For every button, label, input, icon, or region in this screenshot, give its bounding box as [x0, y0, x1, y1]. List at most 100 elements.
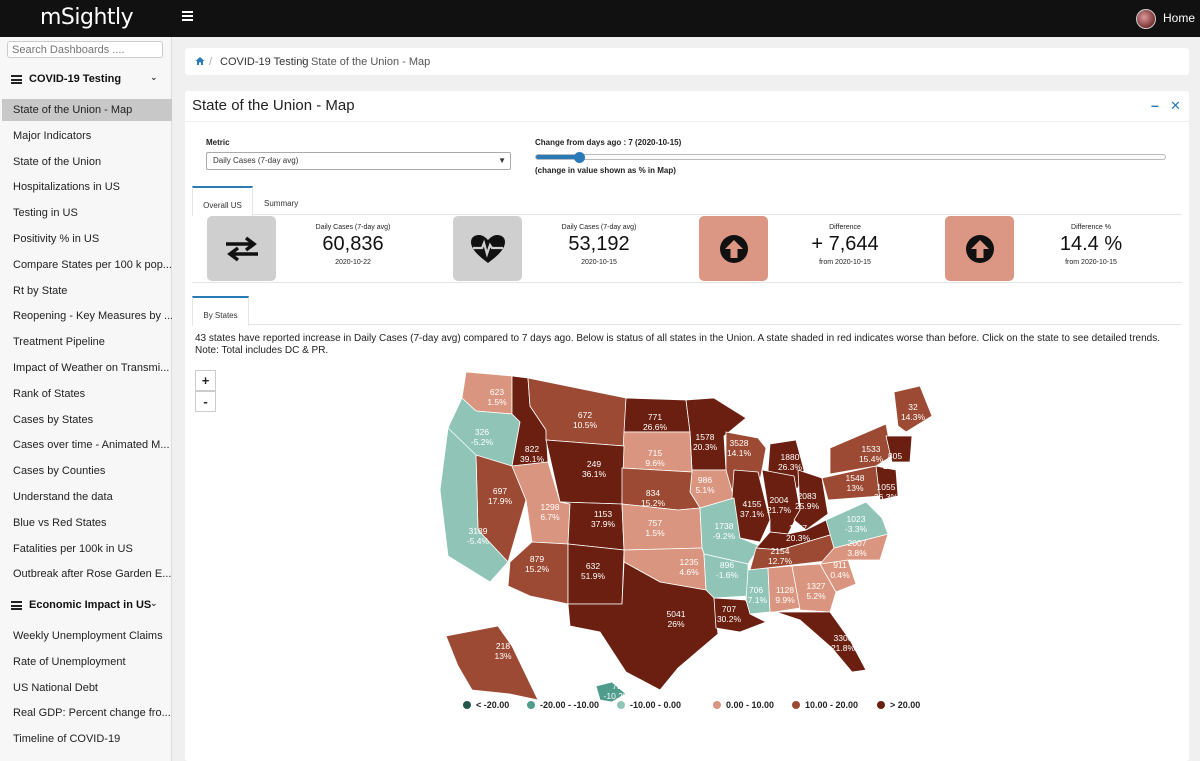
state-label-pa: 1548 13%	[846, 473, 865, 493]
legend-label: -10.00 - 0.00	[630, 700, 682, 710]
state-shape-al[interactable]	[767, 565, 801, 613]
sidebar-nav-item[interactable]: Timeline of COVID-19	[13, 733, 121, 746]
sidebar-section-covid-testing[interactable]: COVID-19 Testing ⌄	[0, 66, 172, 92]
sidebar-nav-item[interactable]: Outbreak after Rose Garden E...	[13, 568, 172, 581]
state-label-nv: 697 17.9%	[488, 486, 513, 506]
state-shape-ma[interactable]	[885, 435, 913, 463]
sidebar-nav-item[interactable]: Treatment Pipeline	[13, 336, 105, 349]
legend-item[interactable]: -20.00 - -10.00	[527, 700, 599, 710]
state-label-nm: 632 51.9%	[581, 561, 606, 581]
map-description: 43 states have reported increase in Dail…	[195, 333, 1175, 357]
sidebar-nav-item[interactable]: Cases by States	[13, 413, 94, 426]
sidebar-nav-item[interactable]: Reopening - Key Measures by ...	[13, 310, 172, 323]
state-shape-me[interactable]	[893, 385, 933, 433]
state-shape-ca[interactable]	[439, 427, 509, 583]
legend-item[interactable]: 0.00 - 10.00	[713, 700, 774, 710]
sidebar-nav-item[interactable]: Understand the data	[13, 491, 113, 503]
sidebar-nav-item[interactable]: State of the Union - Map	[2, 99, 172, 121]
close-icon[interactable]: ✕	[1170, 98, 1181, 113]
state-label-ks: 757 1.5%	[645, 518, 665, 538]
sidebar-nav-item[interactable]: Major Indicators	[13, 129, 92, 142]
sidebar-nav-item[interactable]: Rank of States	[13, 387, 86, 400]
minimize-icon[interactable]: –	[1151, 97, 1159, 113]
legend-swatch	[463, 701, 471, 709]
state-shape-fl[interactable]	[775, 611, 867, 673]
home-link[interactable]: Home	[1163, 11, 1196, 25]
tab-overall-us[interactable]: Overall US	[192, 186, 253, 216]
state-shape-hi[interactable]	[595, 681, 627, 703]
legend-item[interactable]: -10.00 - 0.00	[617, 700, 681, 710]
state-label-hi: 73 -10.2%	[604, 681, 631, 701]
state-shape-ar[interactable]	[703, 553, 749, 599]
state-label-ga: 1327 5.2%	[806, 581, 826, 601]
kpi-label: Daily Cases (7-day avg)	[315, 224, 391, 231]
legend-item[interactable]: < -20.00	[463, 700, 509, 710]
state-shape-ak[interactable]	[445, 625, 539, 701]
state-label-or: 326 -5.2%	[471, 427, 494, 447]
breadcrumb-section[interactable]: COVID-19 Testing	[220, 56, 309, 68]
metric-select[interactable]: Daily Cases (7-day avg) ▼	[206, 152, 511, 170]
state-label-co: 1153 37.9%	[591, 509, 616, 529]
sidebar-section-economic-impact[interactable]: Economic Impact in US ⌄	[0, 592, 172, 618]
state-label-az: 879 15.2%	[525, 554, 550, 574]
sidebar-nav-item[interactable]: Positivity % in US	[13, 233, 100, 245]
state-label-nc: 2007 3.8%	[847, 538, 867, 558]
kpi-value: 53,192	[568, 233, 630, 255]
chevron-down-icon: ▼	[498, 156, 506, 165]
panel-title: State of the Union - Map	[192, 97, 355, 114]
tab-summary[interactable]: Summary	[264, 199, 299, 208]
sidebar-nav-item[interactable]: Impact of Weather on Transmi...	[13, 362, 170, 374]
home-icon[interactable]	[195, 56, 205, 66]
sidebar-nav-item[interactable]: Rate of Unemployment	[13, 655, 126, 668]
sidebar-nav-item[interactable]: US National Debt	[13, 681, 98, 694]
state-label-ak: 218 13%	[494, 641, 511, 661]
menu-toggle-icon[interactable]	[182, 11, 193, 21]
state-label-va: 1023 -3.3%	[845, 514, 868, 534]
sidebar-nav-item[interactable]: Rt by State	[13, 284, 68, 297]
state-shape-tx[interactable]	[567, 561, 719, 691]
state-shape-va[interactable]	[825, 501, 889, 549]
tab-by-states[interactable]: By States	[192, 296, 249, 326]
sidebar-nav-item[interactable]: Fatalities per 100k in US	[13, 542, 133, 555]
map-tabs: By States	[192, 296, 1182, 326]
search-dashboards-input[interactable]	[7, 41, 163, 58]
legend-item[interactable]: 10.00 - 20.00	[792, 700, 858, 710]
sidebar-nav-item[interactable]: Real GDP: Percent change fro...	[13, 707, 171, 720]
legend-label: -20.00 - -10.00	[540, 700, 600, 710]
user-avatar[interactable]	[1136, 9, 1156, 29]
zoom-out-button[interactable]: -	[195, 391, 216, 412]
breadcrumb: / COVID-19 Testing / State of the Union …	[185, 48, 1189, 75]
zoom-in-button[interactable]: +	[195, 370, 216, 391]
sidebar-nav-item[interactable]: Testing in US	[13, 207, 78, 220]
days-ago-slider[interactable]	[535, 154, 1166, 160]
legend-swatch	[527, 701, 535, 709]
kpi-label: Daily Cases (7-day avg)	[561, 224, 637, 231]
brand-logo[interactable]: mSightly	[40, 5, 134, 30]
sidebar-nav-item[interactable]: Compare States per 100 k pop...	[13, 258, 172, 271]
sidebar-nav-item[interactable]: Cases over time - Animated M...	[13, 439, 170, 452]
chevron-down-icon: ⌄	[150, 72, 158, 82]
state-shape-ga[interactable]	[791, 563, 837, 613]
legend-label: 0.00 - 10.00	[726, 700, 775, 710]
us-state-map[interactable]: 623 1.5% 326 -5.2% 822 39.1% 672 10.5% 771 26.6% 1…	[185, 361, 1189, 706]
description-text: 43 states have reported increase in Dail…	[195, 333, 1160, 344]
section-label: COVID-19 Testing	[29, 73, 122, 85]
legend-item[interactable]: > 20.00	[877, 700, 920, 710]
state-shape-ny[interactable]	[829, 423, 893, 475]
change-note: (change in value shown as % in Map)	[535, 166, 676, 175]
sidebar-nav-item[interactable]: State of the Union	[13, 155, 102, 168]
state-shape-la[interactable]	[713, 597, 767, 633]
kpi-tile	[453, 216, 522, 281]
sidebar-nav-item[interactable]: Cases by Counties	[13, 465, 106, 478]
sidebar-nav-item[interactable]: Hospitalizations in US	[13, 181, 120, 194]
list-icon	[11, 75, 22, 84]
legend-label: < -20.00	[476, 700, 510, 710]
legend-label: 10.00 - 20.00	[805, 700, 859, 710]
state-shape-nj[interactable]	[875, 465, 899, 501]
sidebar-nav-item[interactable]: Weekly Unemployment Claims	[13, 630, 163, 642]
state-shape-il[interactable]	[731, 469, 771, 543]
slider-handle[interactable]	[574, 152, 586, 163]
sidebar-nav-item[interactable]: Blue vs Red States	[13, 516, 107, 529]
state-shape-ms[interactable]	[745, 567, 771, 615]
arrow-up-circle-icon	[965, 234, 994, 263]
